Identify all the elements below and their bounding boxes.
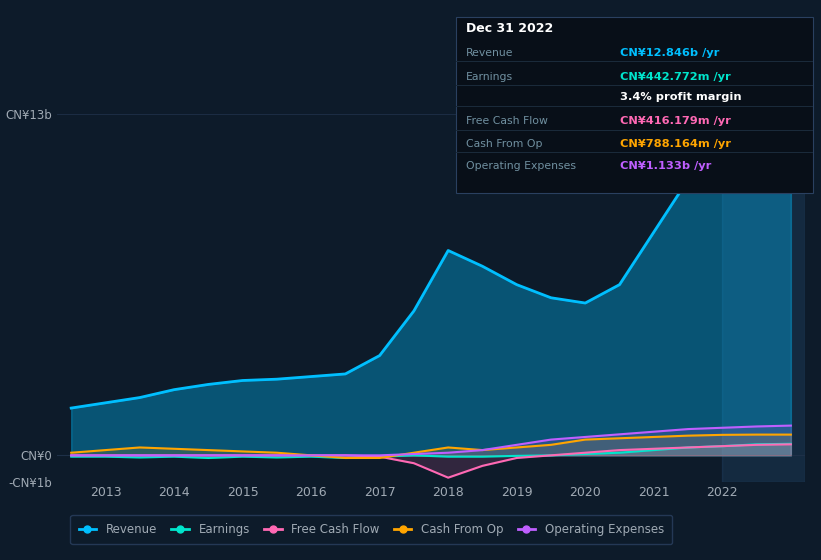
Text: Cash From Op: Cash From Op xyxy=(466,139,542,149)
Text: Earnings: Earnings xyxy=(466,72,512,82)
Text: Free Cash Flow: Free Cash Flow xyxy=(466,116,548,127)
Text: CN¥416.179m /yr: CN¥416.179m /yr xyxy=(620,116,731,127)
Text: CN¥788.164m /yr: CN¥788.164m /yr xyxy=(620,139,731,149)
Text: Operating Expenses: Operating Expenses xyxy=(466,161,576,171)
Legend: Revenue, Earnings, Free Cash Flow, Cash From Op, Operating Expenses: Revenue, Earnings, Free Cash Flow, Cash … xyxy=(71,515,672,544)
Text: CN¥12.846b /yr: CN¥12.846b /yr xyxy=(620,48,719,58)
Bar xyxy=(722,101,805,482)
Text: 3.4% profit margin: 3.4% profit margin xyxy=(620,92,741,102)
Text: Revenue: Revenue xyxy=(466,48,513,58)
Text: Dec 31 2022: Dec 31 2022 xyxy=(466,22,553,35)
Text: CN¥1.133b /yr: CN¥1.133b /yr xyxy=(620,161,711,171)
Text: CN¥442.772m /yr: CN¥442.772m /yr xyxy=(620,72,731,82)
